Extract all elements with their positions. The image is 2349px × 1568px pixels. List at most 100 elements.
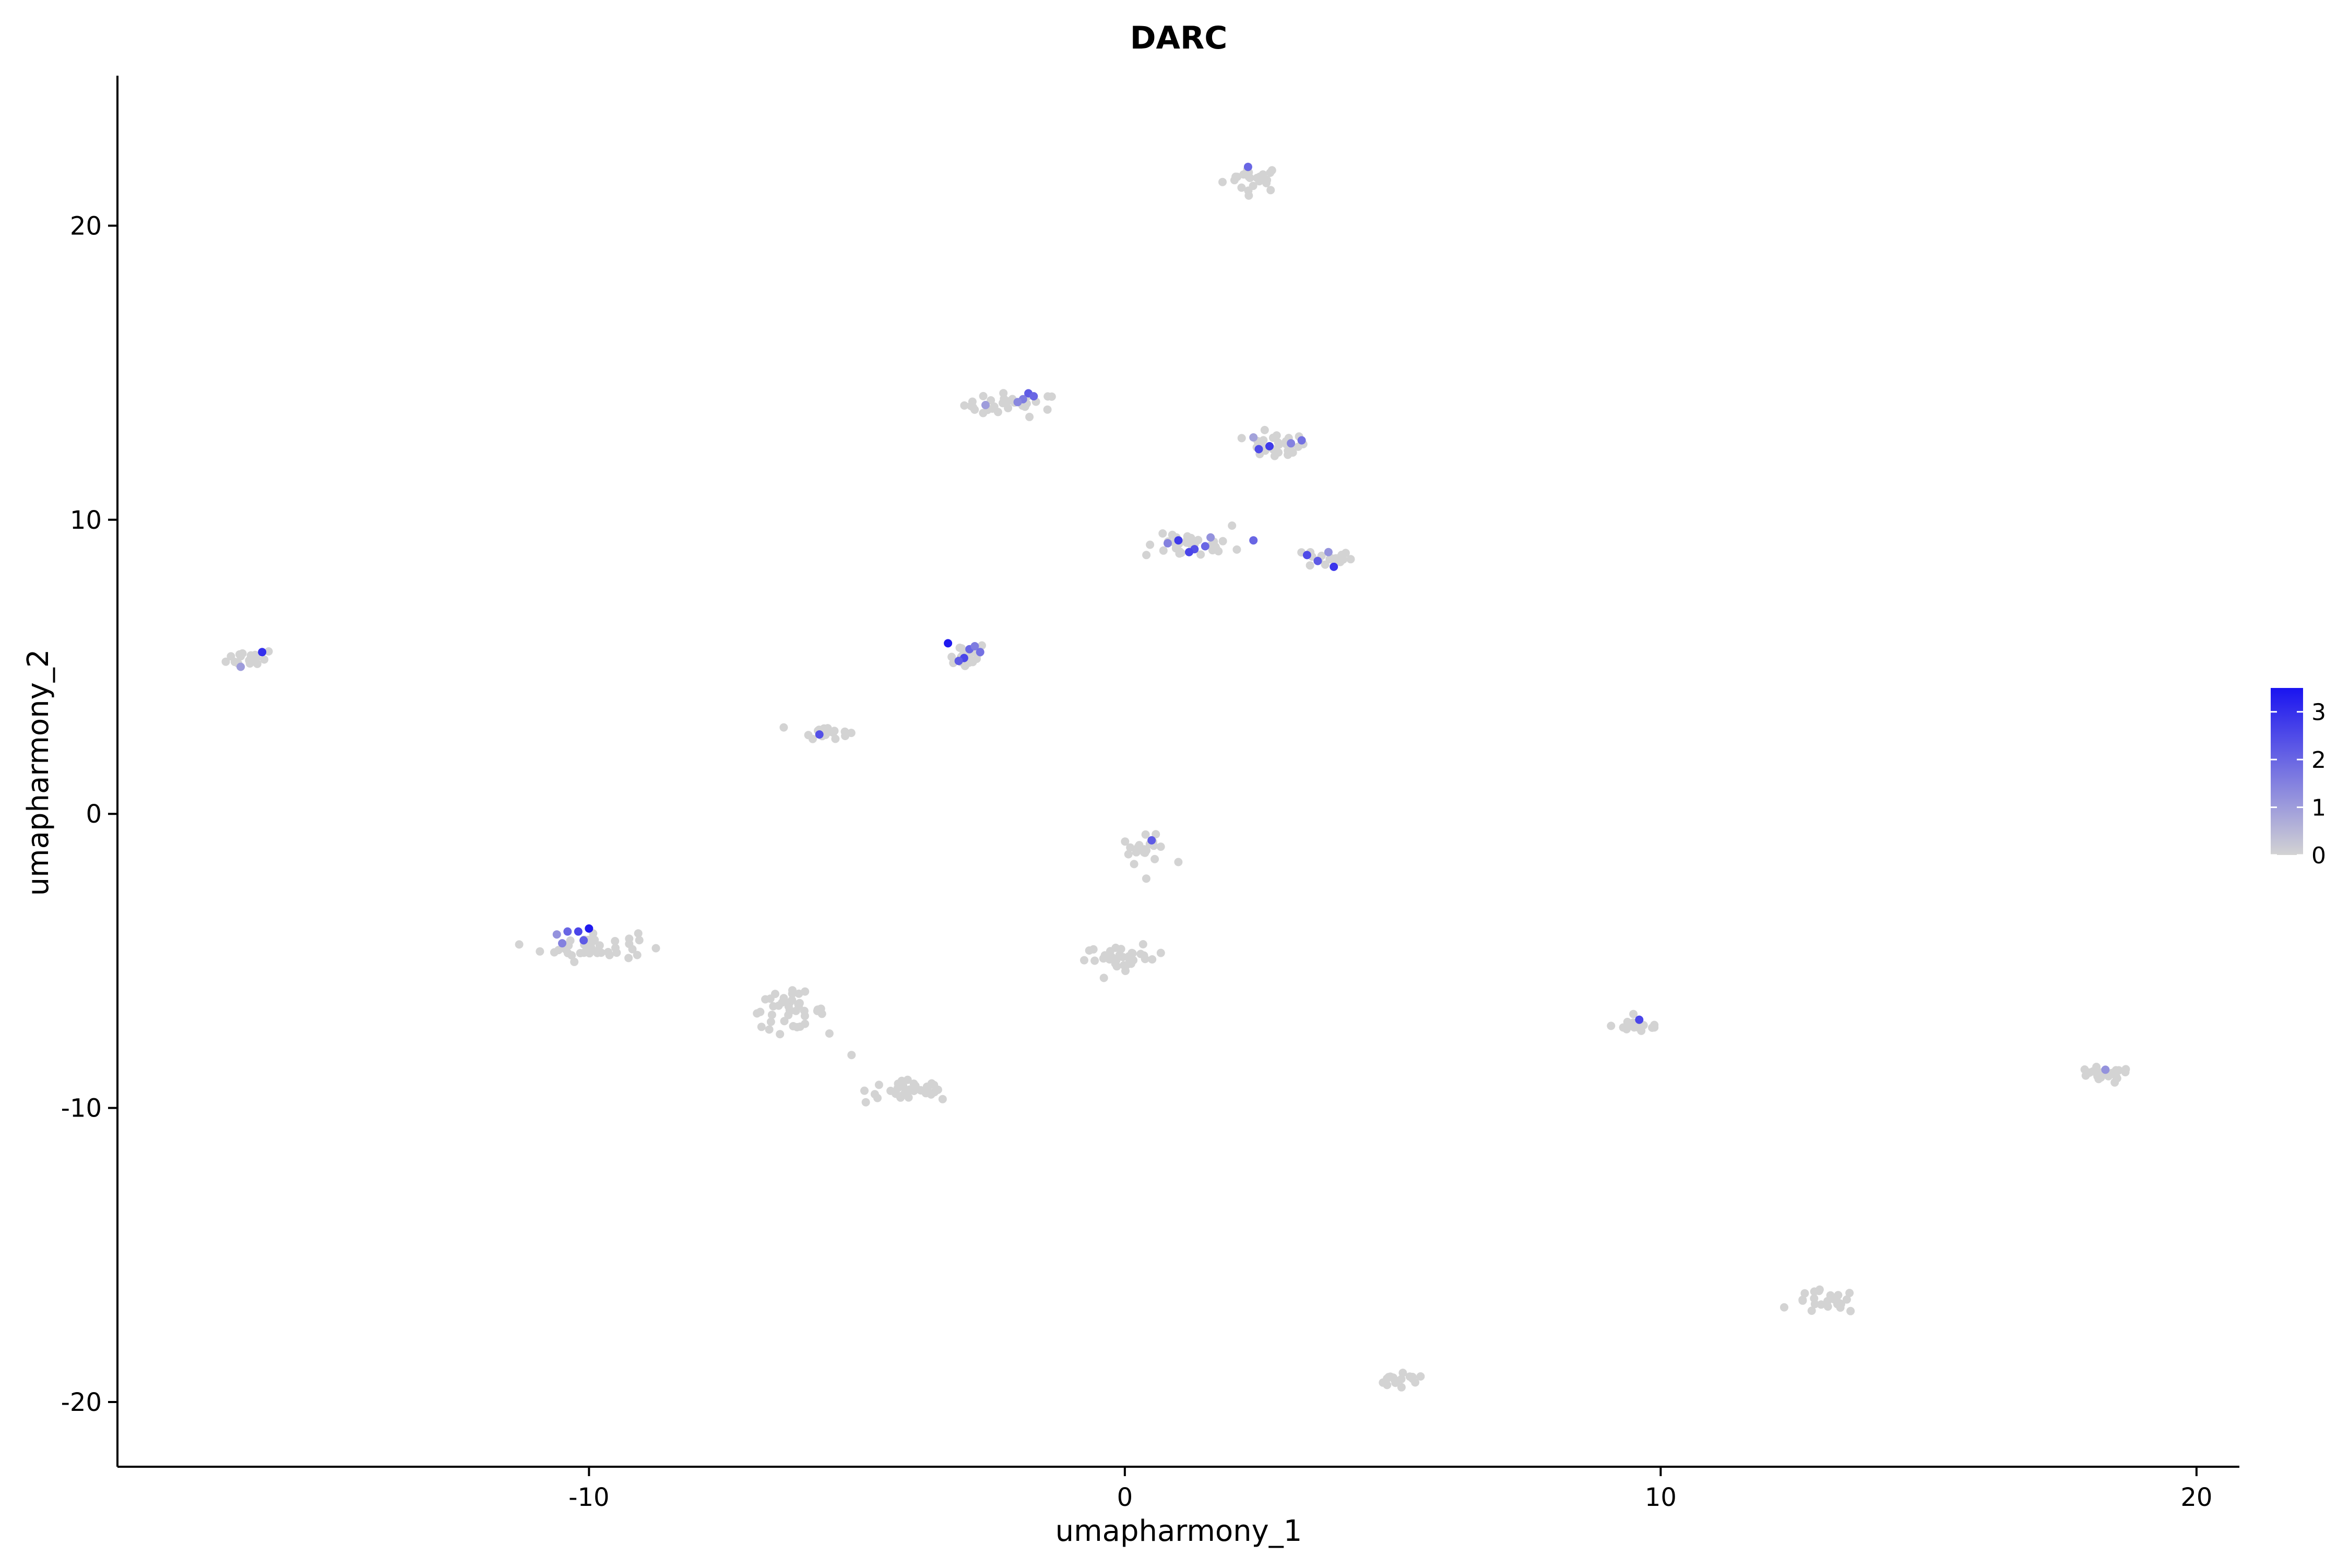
cell-point [938, 1095, 947, 1103]
cell-point [1239, 170, 1248, 179]
cell-point [785, 1006, 794, 1015]
cell-point [1258, 437, 1267, 446]
cell-point [1232, 545, 1241, 554]
cell-point [570, 957, 579, 966]
cell-point-expressed [1313, 556, 1322, 565]
cell-point-expressed [236, 662, 245, 671]
cell-point [800, 1012, 809, 1020]
cell-point [816, 1004, 825, 1013]
cell-point [1383, 1381, 1392, 1389]
cell-point [766, 1017, 775, 1026]
cell-point [1142, 551, 1151, 560]
cell-point [550, 948, 559, 957]
cell-point [1025, 412, 1034, 421]
cell-point [1798, 1296, 1807, 1304]
chart-title: DARC [1130, 20, 1227, 56]
x-axis-label: umapharmony_1 [1055, 1514, 1302, 1548]
cell-point-expressed [552, 930, 561, 939]
cell-point [635, 936, 644, 945]
cell-point-expressed [2101, 1065, 2110, 1074]
cell-point [611, 937, 620, 945]
cell-point [1112, 956, 1121, 965]
cell-point [1807, 1306, 1816, 1315]
cell-point [585, 949, 594, 958]
cell-point [1080, 956, 1088, 965]
data-points [221, 162, 2130, 1392]
colorbar-tick-label: 2 [2311, 747, 2326, 774]
cell-point-expressed [1164, 539, 1172, 548]
cell-point [1842, 1295, 1851, 1304]
cell-point [1800, 1289, 1809, 1298]
cell-point [753, 1009, 762, 1018]
cell-point-expressed [954, 657, 963, 666]
cell-point [1124, 850, 1133, 859]
cell-point [1150, 854, 1159, 863]
cell-point [1152, 830, 1160, 839]
cell-point [1810, 1300, 1819, 1309]
y-tick-label: 20 [70, 211, 102, 241]
cell-point [1126, 843, 1135, 852]
cell-point [896, 1093, 905, 1102]
cell-point-expressed [815, 730, 824, 739]
cell-point [1119, 953, 1127, 961]
cell-point [1158, 529, 1167, 538]
cell-point-expressed [585, 924, 594, 933]
cell-point-expressed [1265, 442, 1274, 450]
cell-point [795, 999, 804, 1007]
cell-point [611, 944, 620, 952]
cell-point [1156, 842, 1165, 851]
cell-point [634, 929, 643, 938]
cell-point [1121, 837, 1130, 846]
cell-point [1346, 555, 1355, 564]
cell-point [536, 947, 544, 956]
cell-point [999, 399, 1007, 408]
cell-point-expressed [1201, 542, 1209, 551]
cell-point [1284, 450, 1292, 459]
cell-point [1105, 955, 1114, 964]
cell-point [1625, 1020, 1634, 1029]
cell-point [2121, 1068, 2130, 1077]
color-legend: 0 1 2 3 [2271, 688, 2326, 869]
cell-point [1405, 1372, 1414, 1381]
cell-point [1138, 940, 1147, 948]
cell-point-expressed [970, 642, 979, 650]
cell-point [1817, 1300, 1825, 1309]
cell-point [1043, 405, 1052, 414]
cell-point [1398, 1369, 1407, 1377]
cell-point-expressed [1302, 551, 1311, 560]
cell-point [993, 408, 1002, 417]
cell-point [904, 1093, 913, 1102]
cell-point [1099, 973, 1108, 982]
cell-point [1148, 955, 1157, 964]
cell-point [874, 1080, 883, 1089]
cell-point [625, 940, 634, 948]
cell-point [1637, 1026, 1646, 1035]
cell-point [1846, 1306, 1855, 1315]
cell-point [1321, 560, 1330, 569]
cell-point [2115, 1066, 2123, 1075]
cell-point [1214, 547, 1223, 556]
cell-point [917, 1086, 926, 1095]
cell-point [1168, 530, 1177, 539]
cell-point [979, 391, 988, 400]
cell-point [1826, 1291, 1835, 1300]
cell-point-expressed [1174, 536, 1183, 545]
cell-point [587, 935, 595, 944]
colorbar-tick-label: 0 [2311, 842, 2326, 869]
cell-point-expressed [1147, 836, 1156, 845]
cell-point [221, 657, 230, 666]
cell-point [779, 723, 788, 732]
cell-point [1218, 537, 1227, 545]
cell-point [2094, 1075, 2103, 1084]
cell-point [1337, 551, 1346, 560]
cell-point [788, 996, 797, 1004]
cell-point [1397, 1375, 1406, 1384]
cell-point-expressed [579, 936, 588, 945]
cell-point [1259, 170, 1267, 179]
y-tick-label: 0 [86, 800, 102, 829]
cell-point [776, 1030, 785, 1039]
cell-point [847, 1051, 856, 1060]
cell-point [1140, 951, 1148, 960]
cell-point [1384, 1373, 1393, 1382]
cell-point [825, 1029, 834, 1038]
